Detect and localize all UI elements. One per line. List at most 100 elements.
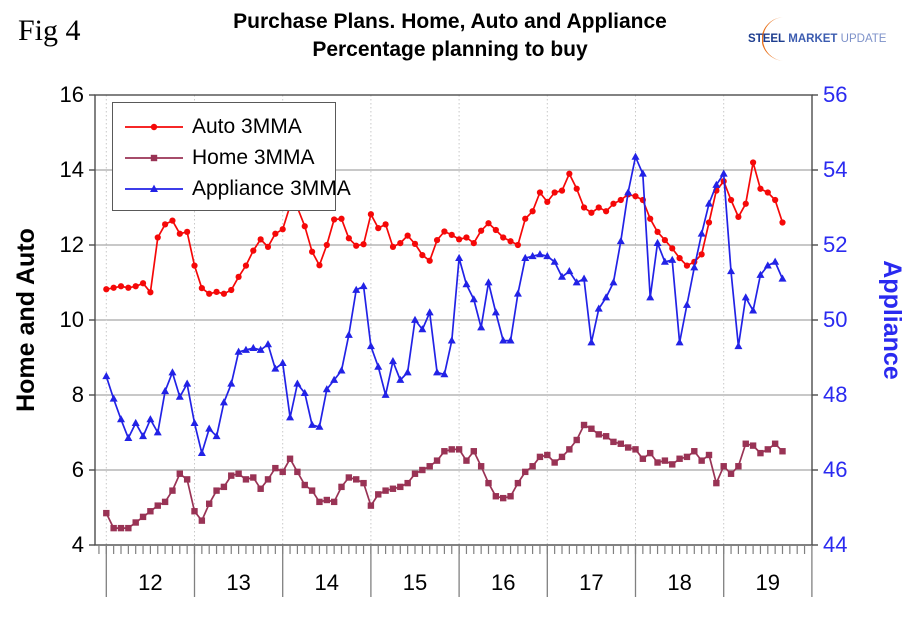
data-point-marker [764,189,771,196]
data-point-marker [484,278,493,286]
data-point-marker [535,250,544,258]
data-point-marker [500,494,507,502]
y-axis-left-tick-label: 12 [60,232,84,257]
data-point-marker [381,390,390,398]
legend-item-appliance: Appliance 3MMA [123,173,351,204]
data-point-marker [521,253,530,262]
y-axis-right-tick-label: 56 [823,82,847,107]
y-axis-right-tick-label: 48 [823,382,847,407]
data-point-marker [146,415,155,423]
data-point-marker [102,371,111,380]
data-point-marker [697,229,706,237]
data-point-marker [103,509,110,517]
data-point-marker [206,500,213,507]
data-point-marker [691,448,698,455]
data-point-marker [433,457,441,464]
data-point-marker [544,451,551,459]
y-axis-left-tick-label: 16 [60,82,84,107]
data-point-marker [647,215,654,222]
data-point-marker [638,169,647,177]
data-point-marker [433,368,442,376]
data-point-marker [440,370,449,378]
data-point-marker [669,245,676,252]
data-point-marker [632,193,639,200]
home-3mma-line [105,424,784,529]
data-point-marker [403,368,412,376]
data-point-marker [323,241,330,249]
data-point-marker [234,347,243,355]
data-point-marker [293,379,302,387]
data-point-marker [757,185,764,192]
data-point-marker [572,278,581,286]
legend-item-home: Home 3MMA [123,142,325,173]
data-point-marker [573,185,580,192]
data-point-marker [271,364,280,372]
data-point-marker [110,524,117,532]
data-point-marker [250,474,257,481]
x-axis-tick-label: 13 [226,570,250,595]
data-point-marker [669,461,676,468]
data-point-marker [110,284,117,291]
data-point-marker [698,457,705,464]
data-point-marker [653,238,662,247]
data-point-marker [771,440,779,447]
x-axis-tick-label: 15 [403,570,427,595]
data-point-marker [507,238,514,245]
data-point-marker [309,248,316,255]
data-point-marker [360,479,367,487]
data-point-marker [235,273,242,280]
data-point-marker [580,204,588,211]
data-point-marker [212,431,221,440]
data-point-marker [448,446,455,453]
data-point-marker [315,422,324,430]
data-point-marker [485,220,492,227]
data-point-marker [191,262,198,269]
y-axis-left-tick-label: 14 [60,157,84,182]
data-point-marker [286,455,294,462]
data-point-marker [264,476,272,483]
data-point-marker [558,272,566,280]
logo-word-update: UPDATE [840,33,887,45]
data-point-marker [462,280,471,288]
data-point-marker [154,234,161,241]
data-point-marker [580,421,588,429]
data-point-marker [176,470,183,477]
data-point-marker [610,438,617,446]
data-point-marker [352,285,361,293]
data-point-marker [169,487,176,494]
data-point-marker [308,420,317,428]
data-point-marker [617,440,624,447]
y-axis-right-tick-label: 46 [823,457,847,482]
data-point-marker [455,253,464,262]
y-axis-right-tick-label: 44 [823,532,847,557]
data-point-marker [448,231,455,238]
data-point-marker [322,385,331,393]
data-point-marker [190,418,199,427]
data-point-marker [441,448,448,455]
data-point-marker [749,442,757,449]
data-point-marker [676,255,683,262]
data-point-marker [278,358,287,367]
data-point-marker [771,257,780,265]
data-point-marker [256,345,265,353]
triangle-marker-icon [125,184,183,192]
data-point-marker [184,228,191,235]
x-axis-tick-label: 19 [756,570,780,595]
data-point-marker [316,262,323,269]
chart-title-line2: Percentage planning to buy [312,38,588,61]
data-point-marker [397,240,404,247]
y-axis-right-title: Appliance [878,260,906,380]
circle-marker-icon [125,123,183,130]
data-point-marker [183,476,191,483]
data-point-marker [331,216,338,223]
data-point-marker [675,338,684,346]
data-point-marker [712,180,721,188]
data-point-marker [514,241,522,249]
data-point-marker [492,226,499,234]
data-point-marker [219,398,228,406]
legend-label: Auto 3MMA [192,114,302,138]
data-point-marker [719,169,728,177]
data-point-marker [683,453,691,461]
